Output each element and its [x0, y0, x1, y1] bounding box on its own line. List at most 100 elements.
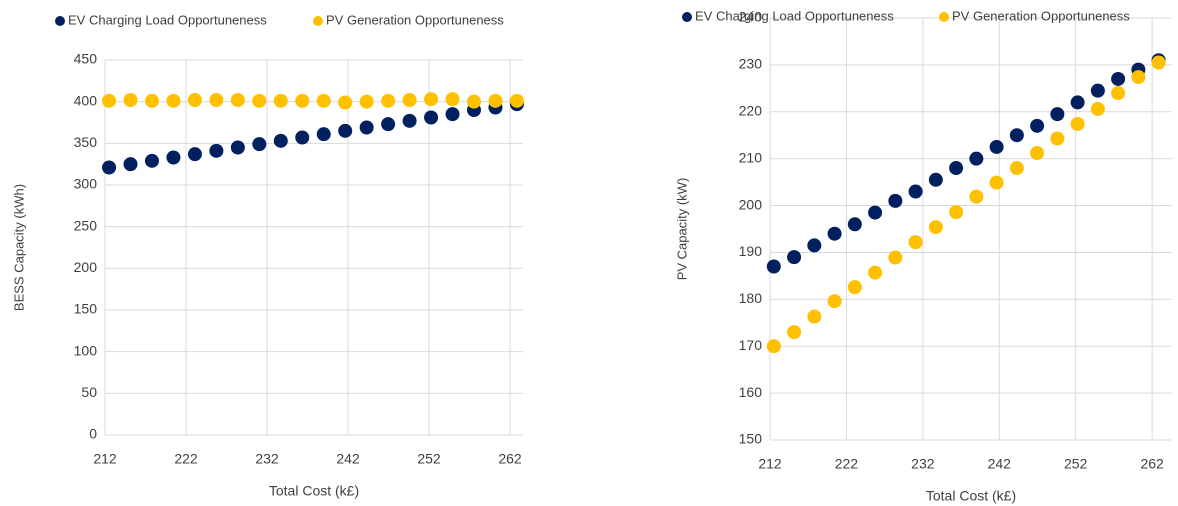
- x-tick-label: 222: [174, 451, 198, 467]
- point: [1030, 146, 1045, 161]
- legend-marker: [939, 12, 949, 22]
- y-tick-label: 300: [74, 176, 98, 192]
- point: [230, 93, 245, 107]
- y-tick-label: 200: [74, 259, 98, 275]
- legend-label: EV Charging Load Opportuneness: [68, 12, 267, 27]
- y-tick-label: 450: [74, 51, 98, 67]
- y-tick-label: 0: [89, 426, 97, 442]
- y-tick-label: 180: [739, 290, 763, 306]
- point: [144, 153, 159, 168]
- point: [989, 139, 1004, 154]
- point: [787, 325, 802, 340]
- point: [1070, 116, 1085, 131]
- point: [144, 93, 159, 108]
- point: [949, 161, 964, 176]
- point: [1030, 118, 1045, 133]
- x-tick-label: 262: [1140, 456, 1164, 472]
- point: [424, 92, 439, 107]
- point: [359, 94, 374, 109]
- point: [381, 93, 396, 108]
- point: [402, 113, 417, 128]
- y-tick-label: 160: [739, 384, 763, 400]
- point: [316, 127, 331, 142]
- legend-marker: [313, 16, 323, 26]
- point: [1111, 86, 1126, 101]
- x-tick-label: 242: [988, 456, 1012, 472]
- point: [509, 93, 524, 108]
- x-tick-label: 242: [336, 451, 360, 467]
- point: [807, 238, 822, 253]
- y-tick-label: 350: [74, 134, 98, 150]
- point: [187, 147, 202, 162]
- y-tick-label: 50: [81, 384, 97, 400]
- point: [102, 160, 117, 175]
- point: [868, 205, 883, 220]
- point: [908, 235, 923, 250]
- point: [359, 120, 374, 135]
- legend-label: EV Charging Load Opportuneness: [695, 8, 894, 23]
- point: [787, 250, 802, 265]
- y-tick-label: 220: [739, 102, 763, 118]
- y-axis-label: BESS Capacity (kWh): [11, 184, 26, 311]
- point: [1009, 161, 1024, 176]
- x-tick-label: 232: [911, 456, 935, 472]
- point: [209, 93, 224, 107]
- point: [908, 184, 923, 199]
- x-tick-label: 212: [93, 451, 117, 467]
- point: [766, 339, 781, 354]
- point: [868, 265, 883, 280]
- point: [928, 220, 943, 235]
- y-tick-label: 190: [739, 243, 763, 259]
- point: [1009, 128, 1024, 143]
- point: [1131, 70, 1146, 85]
- point: [847, 280, 862, 295]
- legend-marker: [682, 12, 692, 22]
- point: [1050, 107, 1065, 122]
- y-axis-label: PV Capacity (kW): [674, 178, 689, 281]
- point: [807, 309, 822, 324]
- y-tick-label: 150: [74, 301, 98, 317]
- y-tick-label: 250: [74, 217, 98, 233]
- point: [1111, 71, 1126, 86]
- point: [295, 130, 310, 145]
- point: [295, 93, 310, 108]
- x-tick-label: 252: [1064, 456, 1088, 472]
- point: [338, 95, 353, 110]
- point: [847, 217, 862, 232]
- point: [827, 294, 842, 309]
- point: [252, 137, 267, 152]
- point: [445, 92, 460, 107]
- legend-marker: [55, 16, 65, 26]
- point: [1050, 131, 1065, 146]
- point: [166, 93, 181, 108]
- point: [488, 93, 503, 108]
- x-tick-label: 232: [255, 451, 279, 467]
- point: [969, 151, 984, 166]
- point: [402, 93, 417, 107]
- point: [969, 189, 984, 204]
- point: [928, 172, 943, 187]
- point: [338, 123, 353, 138]
- x-axis-label: Total Cost (k£): [269, 483, 359, 499]
- legend-label: PV Generation Opportuneness: [952, 8, 1130, 23]
- y-tick-label: 150: [739, 431, 763, 447]
- point: [466, 94, 481, 109]
- point: [766, 259, 781, 274]
- point: [230, 140, 245, 155]
- point: [1151, 55, 1166, 70]
- point: [252, 93, 267, 108]
- point: [273, 133, 288, 148]
- point: [1090, 101, 1105, 116]
- point: [827, 226, 842, 241]
- point: [888, 250, 903, 265]
- point: [123, 157, 138, 172]
- point: [102, 93, 117, 108]
- point: [949, 205, 964, 220]
- y-tick-label: 400: [74, 92, 98, 108]
- point: [1070, 95, 1085, 110]
- x-tick-label: 262: [498, 451, 522, 467]
- point: [166, 150, 181, 165]
- point: [445, 107, 460, 122]
- y-tick-label: 100: [74, 342, 98, 358]
